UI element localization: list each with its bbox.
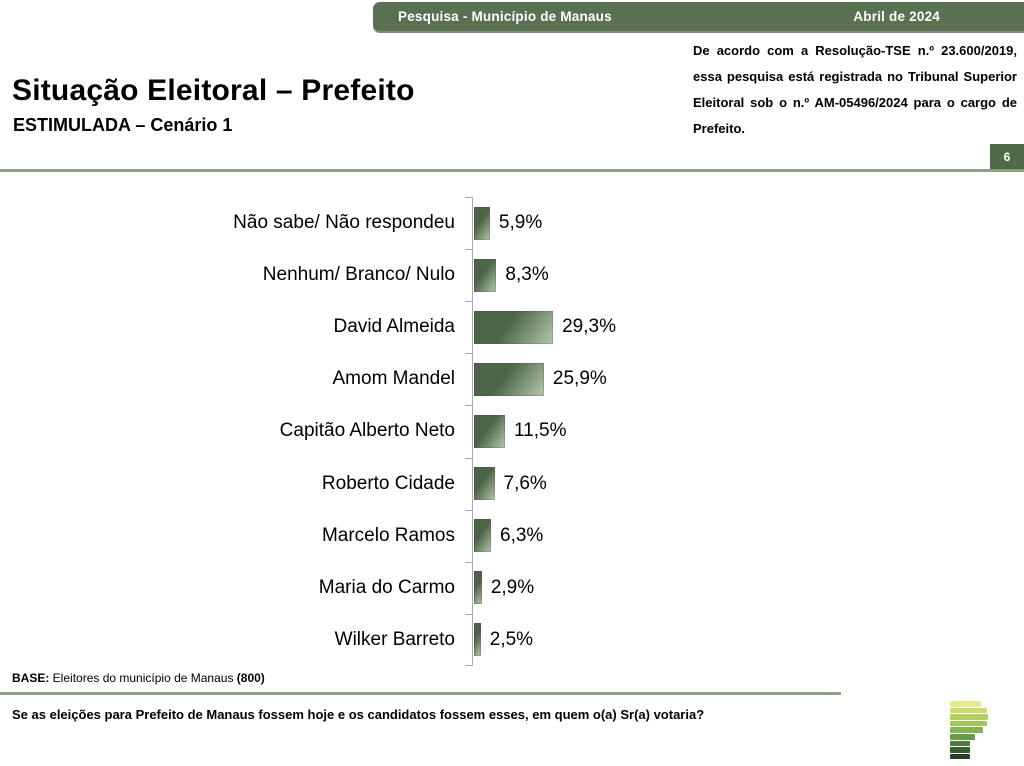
- bar-chart: Não sabe/ Não respondeu 5,9% Nenhum/ Branc…: [0, 197, 800, 666]
- category-label: Wilker Barreto: [334, 628, 455, 650]
- title-divider: [0, 169, 1024, 172]
- logo-bar: [950, 747, 970, 753]
- value-label: 29,3%: [562, 316, 616, 338]
- institute-logo: [950, 701, 1010, 763]
- logo-bar: [950, 740, 970, 747]
- value-label: 25,9%: [552, 368, 607, 390]
- question-text: Se as eleições para Prefeito de Manaus f…: [12, 707, 705, 722]
- bar: [474, 623, 481, 657]
- chart-row: Marcelo Ramos 6,3%: [0, 510, 800, 562]
- base-text: Eleitores do município de Manaus: [49, 671, 237, 685]
- value-label: 6,3%: [500, 524, 544, 546]
- bar: [474, 310, 554, 344]
- category-label: Nenhum/ Branco/ Nulo: [262, 264, 455, 286]
- base-label: BASE:: [12, 671, 50, 685]
- category-label: Capitão Alberto Neto: [279, 420, 455, 442]
- axis-line: [465, 197, 473, 666]
- logo-bar: [950, 753, 970, 760]
- banner-date: Abril de 2024: [853, 9, 940, 24]
- chart-row: Capitão Alberto Neto 11,5%: [0, 405, 800, 457]
- registration-note: De acordo com a Resolução-TSE n.º 23.600…: [693, 43, 1017, 136]
- logo-bar: [950, 707, 987, 714]
- chart-row: Não sabe/ Não respondeu 5,9%: [0, 197, 800, 249]
- chart-row: Amom Mandel 25,9%: [0, 353, 800, 405]
- bar: [474, 571, 482, 605]
- category-label: David Almeida: [333, 316, 455, 338]
- base-note: BASE: Eleitores do município de Manaus (…: [12, 671, 265, 685]
- bar: [474, 362, 544, 396]
- tick-mark: [465, 562, 473, 563]
- chart-row: Maria do Carmo 2,9%: [0, 562, 800, 614]
- bar: [474, 206, 490, 240]
- bar: [474, 258, 497, 292]
- bar: [474, 519, 491, 553]
- logo-bar: [950, 733, 975, 740]
- page-title: Situação Eleitoral – Prefeito: [12, 74, 415, 107]
- tick-mark: [465, 197, 473, 198]
- category-label: Maria do Carmo: [318, 576, 455, 598]
- bar: [474, 467, 495, 501]
- tick-mark: [465, 665, 473, 666]
- category-label: Roberto Cidade: [321, 472, 455, 494]
- tick-mark: [465, 353, 473, 354]
- base-count: (800): [236, 671, 265, 685]
- value-label: 8,3%: [505, 264, 549, 286]
- tick-mark: [465, 301, 473, 302]
- value-label: 11,5%: [514, 420, 567, 442]
- category-label: Amom Mandel: [332, 368, 456, 390]
- logo-bar: [950, 714, 988, 720]
- value-label: 5,9%: [498, 212, 543, 234]
- footer-divider: [0, 692, 841, 695]
- chart-row: Nenhum/ Branco/ Nulo 8,3%: [0, 249, 800, 301]
- logo-bar: [950, 701, 981, 707]
- logo-bar: [950, 727, 983, 733]
- tick-mark: [465, 405, 473, 406]
- value-label: 7,6%: [503, 472, 547, 494]
- page-subtitle: ESTIMULADA – Cenário 1: [13, 115, 233, 135]
- page-number-badge: 6: [990, 144, 1024, 169]
- tick-mark: [465, 458, 473, 459]
- value-label: 2,9%: [490, 576, 535, 598]
- category-label: Marcelo Ramos: [321, 524, 455, 546]
- chart-row: David Almeida 29,3%: [0, 301, 800, 353]
- banner-title: Pesquisa - Município de Manaus: [398, 9, 612, 24]
- logo-bar: [950, 720, 987, 727]
- category-label: Não sabe/ Não respondeu: [233, 212, 455, 234]
- tick-mark: [465, 614, 473, 615]
- bar: [474, 414, 506, 448]
- chart-row: Wilker Barreto 2,5%: [0, 614, 800, 666]
- header-banner: Pesquisa - Município de Manaus Abril de …: [373, 2, 1024, 31]
- tick-mark: [465, 249, 473, 250]
- value-label: 2,5%: [489, 628, 534, 650]
- chart-row: Roberto Cidade 7,6%: [0, 458, 800, 510]
- tick-mark: [465, 510, 473, 511]
